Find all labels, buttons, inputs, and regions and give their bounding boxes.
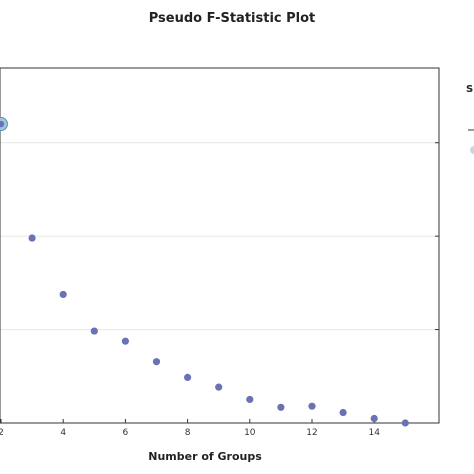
chart-title: Pseudo F-Statistic Plot bbox=[149, 11, 316, 26]
data-point bbox=[277, 403, 285, 411]
data-point bbox=[401, 419, 409, 427]
data-points bbox=[0, 117, 409, 427]
data-point bbox=[215, 383, 223, 391]
data-point bbox=[308, 402, 316, 410]
data-point bbox=[246, 395, 254, 404]
x-tick-label: 14 bbox=[368, 428, 380, 438]
x-axis-label: Number of Groups bbox=[148, 450, 262, 463]
data-point bbox=[339, 408, 347, 417]
x-tick-label: 12 bbox=[306, 428, 317, 438]
x-tick-label: 10 bbox=[244, 428, 256, 438]
legend-title: S bbox=[466, 84, 473, 95]
x-tick-label: 6 bbox=[123, 428, 129, 438]
legend-marker bbox=[470, 146, 474, 154]
data-point bbox=[0, 120, 5, 128]
x-tick-label: 4 bbox=[60, 428, 66, 438]
x-tick-label: 2 bbox=[0, 428, 4, 438]
plot-frame bbox=[0, 67, 440, 424]
x-axis-ticks: 2 4 6 8 10 12 14 bbox=[0, 419, 380, 438]
data-point bbox=[152, 358, 161, 366]
data-point bbox=[59, 290, 67, 299]
data-point bbox=[184, 373, 192, 382]
data-point bbox=[90, 327, 98, 335]
data-point bbox=[121, 337, 129, 345]
x-tick-label: 8 bbox=[185, 428, 191, 438]
data-point bbox=[370, 414, 378, 423]
data-point bbox=[28, 234, 36, 242]
legend: S bbox=[466, 84, 474, 154]
grid-layer bbox=[0, 142, 439, 331]
